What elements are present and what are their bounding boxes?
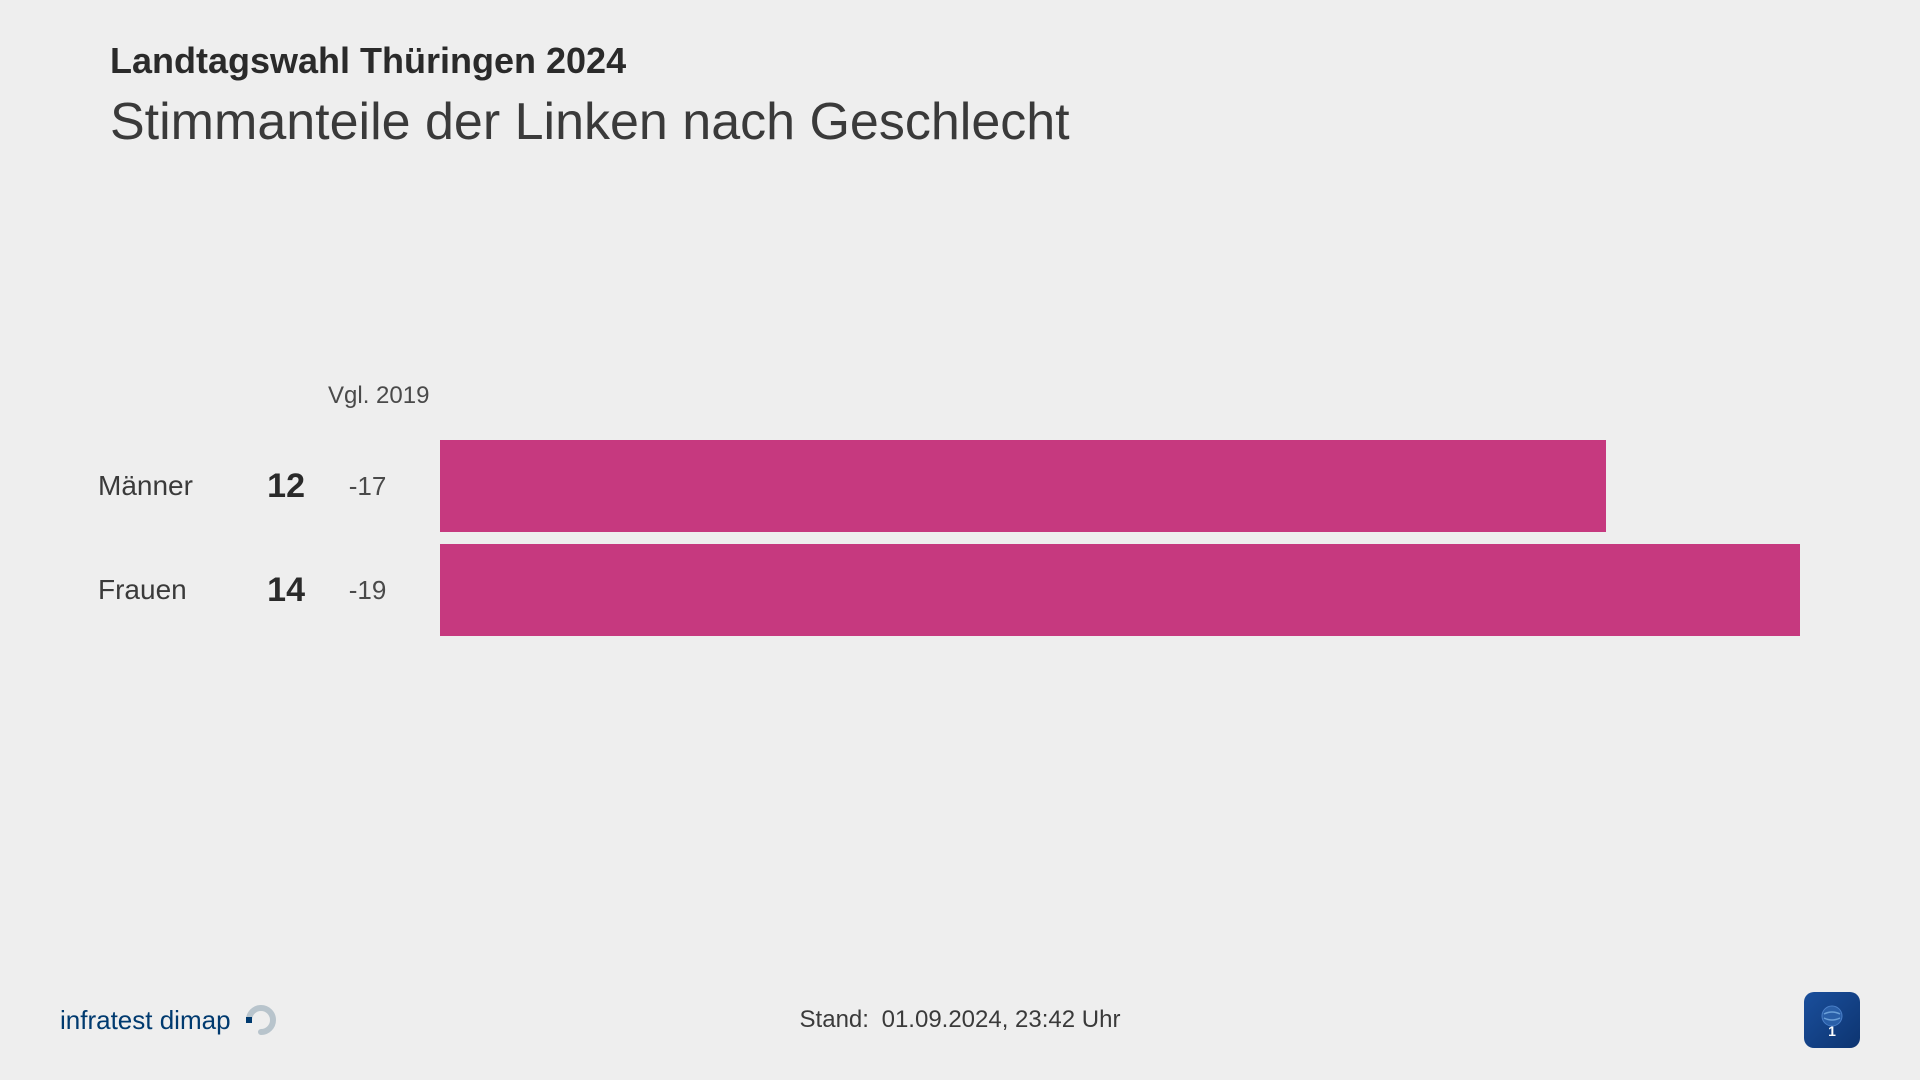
broadcaster-logo: 1 — [1804, 992, 1860, 1048]
bar-row: Frauen14-19 — [90, 544, 1800, 636]
source-logo-icon — [241, 1000, 281, 1040]
source-logo: infratest dimap — [60, 1000, 281, 1040]
value-label: 12 — [245, 467, 315, 506]
category-label: Frauen — [90, 574, 245, 606]
delta-label: -19 — [315, 575, 420, 606]
timestamp: Stand: 01.09.2024, 23:42 Uhr — [800, 1006, 1121, 1034]
delta-label: -17 — [315, 471, 420, 502]
comparison-header-label: Vgl. 2019 — [328, 382, 429, 410]
bar-area — [440, 544, 1800, 636]
chart-container: Vgl. 2019 Männer12-17Frauen14-19 — [90, 440, 1800, 648]
source-logo-text: infratest dimap — [60, 1005, 231, 1036]
header: Landtagswahl Thüringen 2024 Stimmanteile… — [0, 0, 1920, 152]
bar-row: Männer12-17 — [90, 440, 1800, 532]
bar-area — [440, 440, 1800, 532]
category-label: Männer — [90, 470, 245, 502]
bar — [440, 544, 1800, 636]
broadcaster-logo-icon: 1 — [1812, 1000, 1852, 1040]
svg-text:1: 1 — [1828, 1023, 1836, 1039]
chart-title: Stimmanteile der Linken nach Geschlecht — [110, 92, 1860, 152]
timestamp-label: Stand: — [800, 1006, 869, 1033]
election-title: Landtagswahl Thüringen 2024 — [110, 40, 1860, 82]
bar — [440, 440, 1606, 532]
timestamp-value: 01.09.2024, 23:42 Uhr — [882, 1006, 1121, 1033]
bars-host: Männer12-17 Frauen14-19 — [90, 440, 1800, 636]
footer: infratest dimap Stand: 01.09.2024, 23:42… — [0, 990, 1920, 1050]
value-label: 14 — [245, 571, 315, 610]
